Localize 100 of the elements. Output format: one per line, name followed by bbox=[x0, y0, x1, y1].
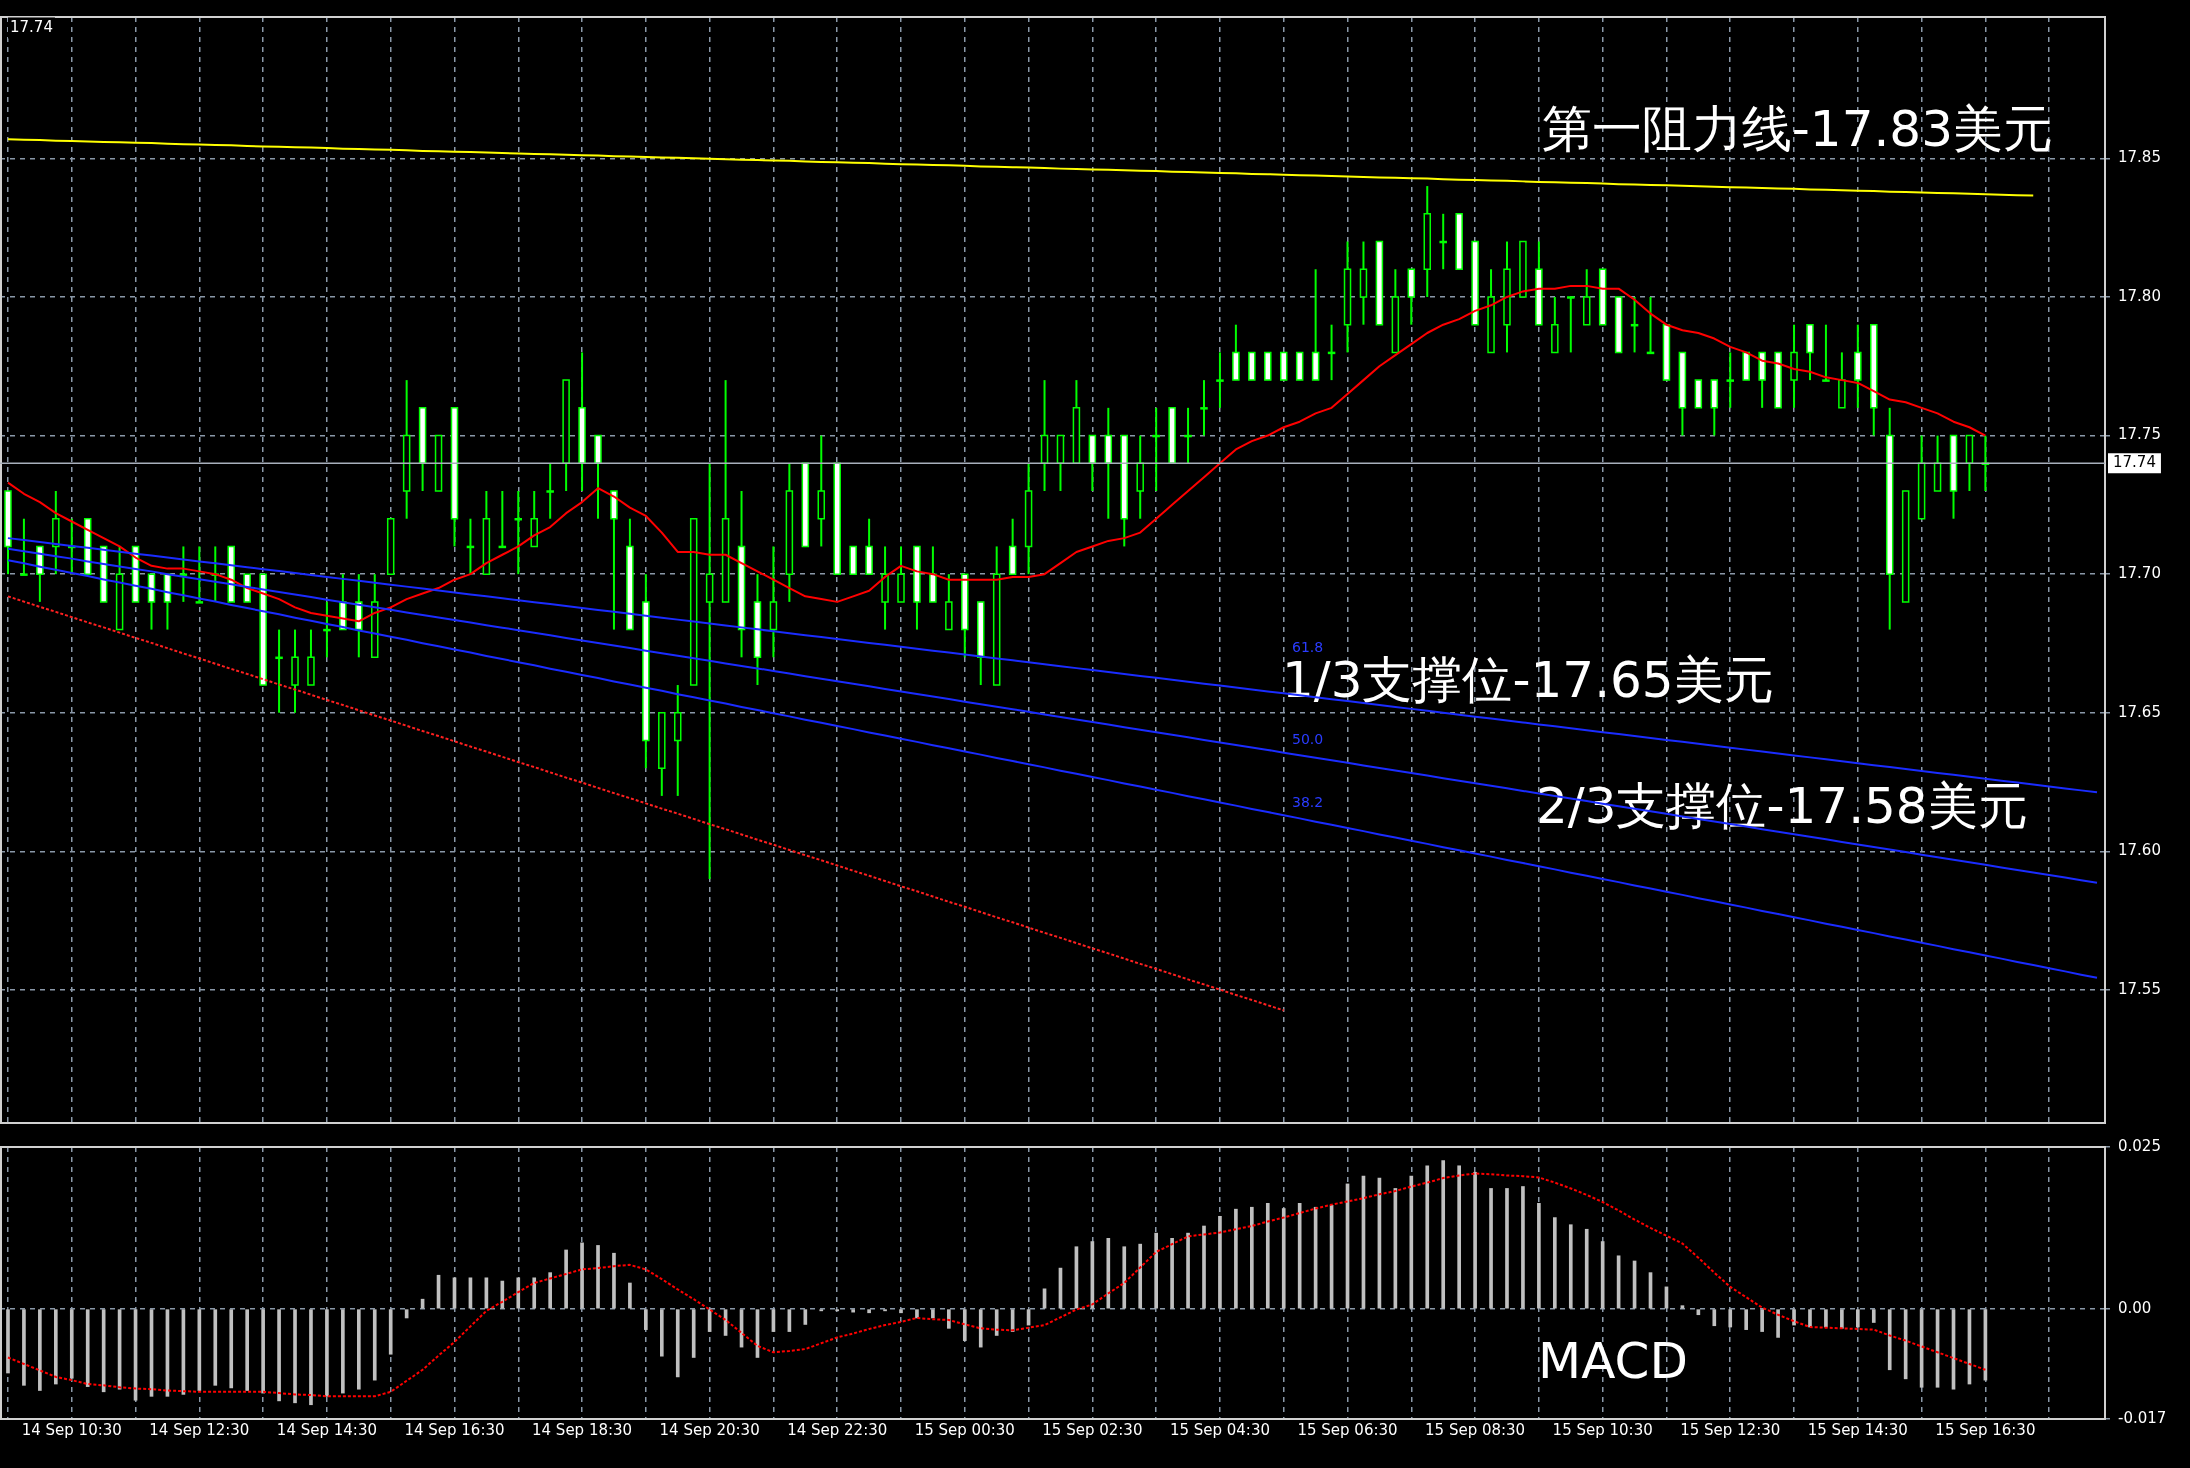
bar bbox=[516, 1277, 521, 1309]
bar bbox=[309, 1309, 313, 1406]
x-tick-label: 14 Sep 18:30 bbox=[532, 1420, 633, 1439]
annotation: 61.8 bbox=[1292, 638, 1324, 655]
bar bbox=[1887, 1309, 1892, 1371]
bar bbox=[1234, 1208, 1238, 1309]
y-tick-label: 17.80 bbox=[2118, 286, 2161, 305]
bar bbox=[38, 1309, 42, 1391]
bar bbox=[1600, 1241, 1605, 1309]
bar bbox=[1712, 1309, 1717, 1327]
bar bbox=[580, 1242, 584, 1309]
bar bbox=[628, 1282, 632, 1309]
y-tick-label: -0.017 bbox=[2118, 1408, 2167, 1427]
bar bbox=[1553, 1217, 1557, 1309]
bar bbox=[1871, 1309, 1876, 1323]
bar bbox=[564, 1249, 568, 1309]
bar bbox=[1568, 1224, 1573, 1309]
x-tick-label: 14 Sep 16:30 bbox=[404, 1420, 505, 1439]
bar bbox=[915, 1309, 919, 1319]
bar bbox=[372, 1309, 377, 1381]
annotation: 第一阻力线-17.83美元 bbox=[1541, 99, 2053, 158]
x-tick-label: 14 Sep 14:30 bbox=[276, 1420, 377, 1439]
x-tick-label: 15 Sep 04:30 bbox=[1169, 1420, 1271, 1439]
bar bbox=[325, 1309, 329, 1397]
bar bbox=[1186, 1232, 1190, 1309]
bar bbox=[6, 1309, 10, 1374]
y-tick-label: 17.60 bbox=[2118, 841, 2161, 860]
bar bbox=[803, 1309, 808, 1325]
bar bbox=[356, 1309, 361, 1390]
bar bbox=[293, 1309, 297, 1404]
y-tick-label: 0.00 bbox=[2118, 1298, 2152, 1317]
y-tick-label: 17.75 bbox=[2118, 425, 2161, 444]
bar bbox=[691, 1309, 696, 1358]
x-tick-label: 15 Sep 14:30 bbox=[1807, 1420, 1908, 1439]
bar bbox=[1265, 1203, 1270, 1309]
bar bbox=[388, 1309, 393, 1355]
bar bbox=[1855, 1309, 1860, 1328]
bar bbox=[1122, 1246, 1127, 1309]
bar bbox=[1473, 1171, 1477, 1309]
x-tick-label: 15 Sep 12:30 bbox=[1680, 1420, 1781, 1439]
y-tick-label: 17.65 bbox=[2118, 702, 2161, 721]
x-tick-label: 14 Sep 12:30 bbox=[149, 1420, 250, 1439]
bar bbox=[1489, 1188, 1493, 1309]
bar bbox=[1425, 1165, 1430, 1309]
bar bbox=[931, 1309, 935, 1319]
bar bbox=[612, 1252, 616, 1309]
line-series bbox=[6, 595, 1285, 1012]
bar bbox=[69, 1309, 74, 1379]
bar bbox=[851, 1309, 855, 1313]
bar bbox=[1297, 1203, 1302, 1309]
x-tick-label: 15 Sep 00:30 bbox=[914, 1420, 1015, 1439]
bar bbox=[213, 1309, 218, 1386]
bar bbox=[1202, 1225, 1206, 1309]
annotation: 50.0 bbox=[1292, 730, 1324, 747]
bar bbox=[644, 1309, 648, 1330]
bar bbox=[1824, 1309, 1828, 1328]
bar bbox=[548, 1272, 552, 1309]
bar bbox=[85, 1309, 90, 1387]
bar bbox=[1170, 1237, 1174, 1309]
bar bbox=[1505, 1188, 1509, 1309]
bar bbox=[1250, 1206, 1254, 1309]
y-tick-label: 17.70 bbox=[2118, 564, 2161, 583]
x-tick-label: 15 Sep 06:30 bbox=[1297, 1420, 1398, 1439]
x-tick-label: 15 Sep 02:30 bbox=[1042, 1420, 1143, 1439]
bar bbox=[1218, 1215, 1222, 1309]
bar bbox=[1281, 1208, 1286, 1309]
x-tick-label: 14 Sep 20:30 bbox=[659, 1420, 760, 1439]
bar bbox=[1776, 1309, 1780, 1338]
ref-line-label: 17.74 bbox=[2113, 453, 2156, 472]
bar bbox=[1584, 1228, 1589, 1309]
bar bbox=[277, 1309, 281, 1402]
bar bbox=[1521, 1186, 1525, 1309]
bar bbox=[53, 1309, 58, 1385]
y-tick-label: 0.025 bbox=[2118, 1136, 2161, 1155]
bar bbox=[1106, 1237, 1111, 1309]
bar bbox=[962, 1309, 967, 1341]
bar bbox=[1744, 1309, 1749, 1330]
annotation: 38.2 bbox=[1292, 793, 1324, 810]
bar bbox=[1792, 1309, 1796, 1326]
bar bbox=[947, 1309, 951, 1329]
bar bbox=[1441, 1160, 1446, 1309]
bar bbox=[1138, 1243, 1143, 1309]
bar bbox=[994, 1309, 999, 1336]
bar bbox=[1154, 1232, 1158, 1309]
y-tick-label: 17.85 bbox=[2118, 148, 2161, 167]
x-tick-label: 15 Sep 10:30 bbox=[1552, 1420, 1653, 1439]
x-tick-label: 14 Sep 22:30 bbox=[787, 1420, 888, 1439]
bar bbox=[596, 1245, 600, 1309]
bar bbox=[1808, 1309, 1812, 1328]
bar bbox=[899, 1309, 903, 1314]
bar bbox=[1840, 1309, 1844, 1329]
bar bbox=[245, 1309, 250, 1391]
bar bbox=[261, 1309, 265, 1394]
bar bbox=[229, 1309, 234, 1389]
y-tick-label: 17.55 bbox=[2118, 979, 2161, 998]
bar bbox=[978, 1309, 983, 1348]
line-series bbox=[6, 1172, 1987, 1398]
bar bbox=[659, 1309, 664, 1357]
bar bbox=[341, 1309, 345, 1394]
bar bbox=[1760, 1309, 1764, 1332]
